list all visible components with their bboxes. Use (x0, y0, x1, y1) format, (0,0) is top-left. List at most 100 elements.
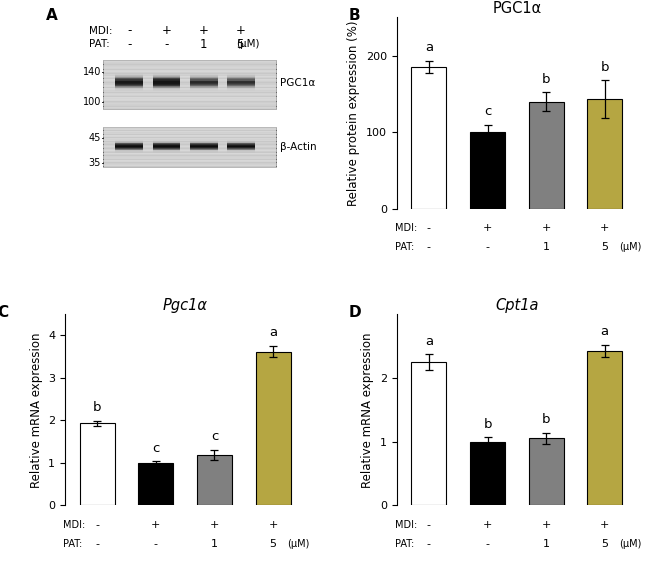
Bar (153, 139, 180, 141)
Bar (190, 84, 218, 85)
Bar (116, 152, 143, 153)
Bar (116, 82, 143, 84)
Bar (116, 84, 143, 85)
Text: 100: 100 (83, 97, 101, 107)
Text: +: + (199, 24, 209, 37)
Bar (190, 142, 218, 144)
Bar (587, 351, 622, 505)
Bar (153, 149, 180, 150)
Bar (190, 89, 218, 91)
Bar (190, 145, 218, 146)
Bar (116, 83, 143, 84)
Bar (227, 151, 255, 152)
Bar (190, 148, 218, 149)
Bar (116, 148, 143, 149)
Bar (116, 145, 143, 146)
Bar (227, 150, 255, 152)
Bar (227, 88, 255, 89)
Bar (116, 141, 143, 142)
Bar (153, 85, 180, 87)
Bar (116, 75, 143, 76)
Bar (227, 150, 255, 152)
Text: c: c (484, 105, 491, 118)
Bar (153, 145, 180, 146)
Bar (116, 77, 143, 78)
Bar (153, 146, 180, 148)
Bar (190, 148, 218, 149)
Bar (227, 139, 255, 141)
Bar (153, 82, 180, 84)
Bar (116, 146, 143, 148)
Bar (116, 149, 143, 150)
Bar (190, 78, 218, 80)
Bar (227, 89, 255, 91)
Bar (411, 362, 447, 505)
Bar (190, 146, 218, 148)
Bar (153, 78, 180, 79)
Bar (227, 144, 255, 145)
Bar (190, 150, 218, 152)
Bar (153, 88, 180, 89)
Text: (μM): (μM) (619, 539, 641, 548)
Text: 140: 140 (83, 67, 101, 77)
Text: +: + (541, 223, 551, 233)
Bar (190, 141, 218, 142)
Text: PAT:: PAT: (89, 40, 110, 49)
Bar (227, 149, 255, 150)
Y-axis label: Relative mRNA expression: Relative mRNA expression (361, 332, 374, 487)
Text: a: a (425, 335, 433, 347)
Bar (190, 89, 218, 91)
Bar (227, 84, 255, 85)
Text: (μM): (μM) (619, 242, 641, 252)
Bar (190, 85, 218, 87)
Bar (116, 147, 143, 148)
Bar (227, 152, 255, 153)
Bar (153, 83, 180, 84)
Bar (190, 83, 218, 84)
Bar (116, 79, 143, 80)
Bar (116, 82, 143, 83)
Bar (190, 81, 218, 82)
Text: 1: 1 (211, 539, 218, 548)
Text: +: + (600, 519, 610, 530)
Bar (227, 146, 255, 147)
Text: a: a (269, 327, 277, 339)
Y-axis label: Relative mRNA expression: Relative mRNA expression (30, 332, 43, 487)
Text: -: - (96, 519, 99, 530)
Text: -: - (154, 539, 158, 548)
Text: A: A (46, 8, 57, 23)
Bar (116, 78, 143, 80)
Bar (227, 77, 255, 78)
Bar (227, 83, 255, 84)
Text: 1: 1 (200, 38, 207, 51)
Bar (227, 80, 255, 81)
Bar (116, 84, 143, 85)
Bar (227, 84, 255, 85)
Bar (227, 82, 255, 84)
Bar (227, 76, 255, 77)
Bar (116, 144, 143, 145)
Bar (227, 145, 255, 146)
Bar (153, 145, 180, 146)
Bar (190, 152, 218, 153)
Bar (116, 79, 143, 81)
Y-axis label: Relative protein expression (%): Relative protein expression (%) (347, 20, 360, 206)
Text: PGC1α: PGC1α (280, 77, 315, 88)
Bar (227, 141, 255, 142)
Bar (153, 85, 180, 87)
Bar (116, 73, 143, 74)
Bar (190, 79, 218, 81)
Bar (80, 424, 115, 505)
Bar (190, 78, 218, 79)
Bar (227, 74, 255, 75)
Text: b: b (601, 60, 609, 74)
Bar (153, 150, 180, 152)
Bar (153, 75, 180, 76)
Bar (116, 142, 143, 143)
Bar (153, 148, 180, 149)
Bar (587, 99, 622, 209)
Bar (153, 89, 180, 91)
Bar (153, 147, 180, 148)
Bar (153, 80, 180, 81)
Bar (190, 142, 218, 143)
